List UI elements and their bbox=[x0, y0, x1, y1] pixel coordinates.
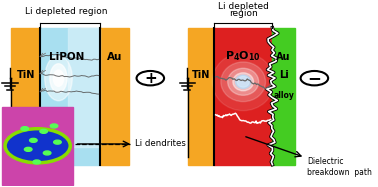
Text: Li depleted region: Li depleted region bbox=[25, 7, 107, 16]
Ellipse shape bbox=[221, 62, 265, 102]
Circle shape bbox=[7, 130, 69, 162]
Circle shape bbox=[33, 160, 40, 164]
Text: Li: Li bbox=[279, 70, 288, 80]
Ellipse shape bbox=[228, 68, 259, 95]
Circle shape bbox=[50, 124, 58, 128]
Ellipse shape bbox=[237, 76, 249, 87]
Circle shape bbox=[54, 140, 61, 144]
Text: TiN: TiN bbox=[17, 70, 35, 80]
Text: Li depleted: Li depleted bbox=[218, 2, 269, 11]
Ellipse shape bbox=[235, 75, 251, 88]
Ellipse shape bbox=[45, 56, 72, 101]
Bar bbox=[68, 28, 101, 147]
Text: Au: Au bbox=[107, 52, 122, 62]
Text: −: − bbox=[307, 69, 321, 87]
Bar bbox=[214, 28, 273, 165]
Text: TiN: TiN bbox=[192, 70, 210, 80]
Circle shape bbox=[43, 151, 51, 155]
Bar bbox=[40, 28, 101, 165]
Bar bbox=[188, 28, 214, 165]
Circle shape bbox=[25, 147, 32, 151]
Text: $\mathregular{P_4O_{10}}$: $\mathregular{P_4O_{10}}$ bbox=[225, 50, 261, 63]
Ellipse shape bbox=[233, 73, 254, 91]
Bar bbox=[101, 28, 129, 165]
Text: alloy: alloy bbox=[273, 91, 294, 100]
Text: region: region bbox=[229, 9, 257, 18]
Bar bbox=[2, 107, 73, 185]
Text: LiPON: LiPON bbox=[49, 52, 85, 62]
Ellipse shape bbox=[50, 64, 67, 93]
Bar bbox=[273, 28, 295, 165]
Text: Li dendrites: Li dendrites bbox=[135, 140, 186, 148]
Text: +: + bbox=[144, 71, 157, 86]
Circle shape bbox=[21, 127, 29, 131]
Bar bbox=[11, 28, 40, 165]
Ellipse shape bbox=[212, 53, 274, 111]
Text: Au: Au bbox=[276, 52, 291, 62]
Circle shape bbox=[29, 138, 37, 142]
Ellipse shape bbox=[53, 70, 64, 86]
Text: Dielectric
breakdown  path: Dielectric breakdown path bbox=[307, 157, 372, 177]
Circle shape bbox=[40, 129, 48, 133]
